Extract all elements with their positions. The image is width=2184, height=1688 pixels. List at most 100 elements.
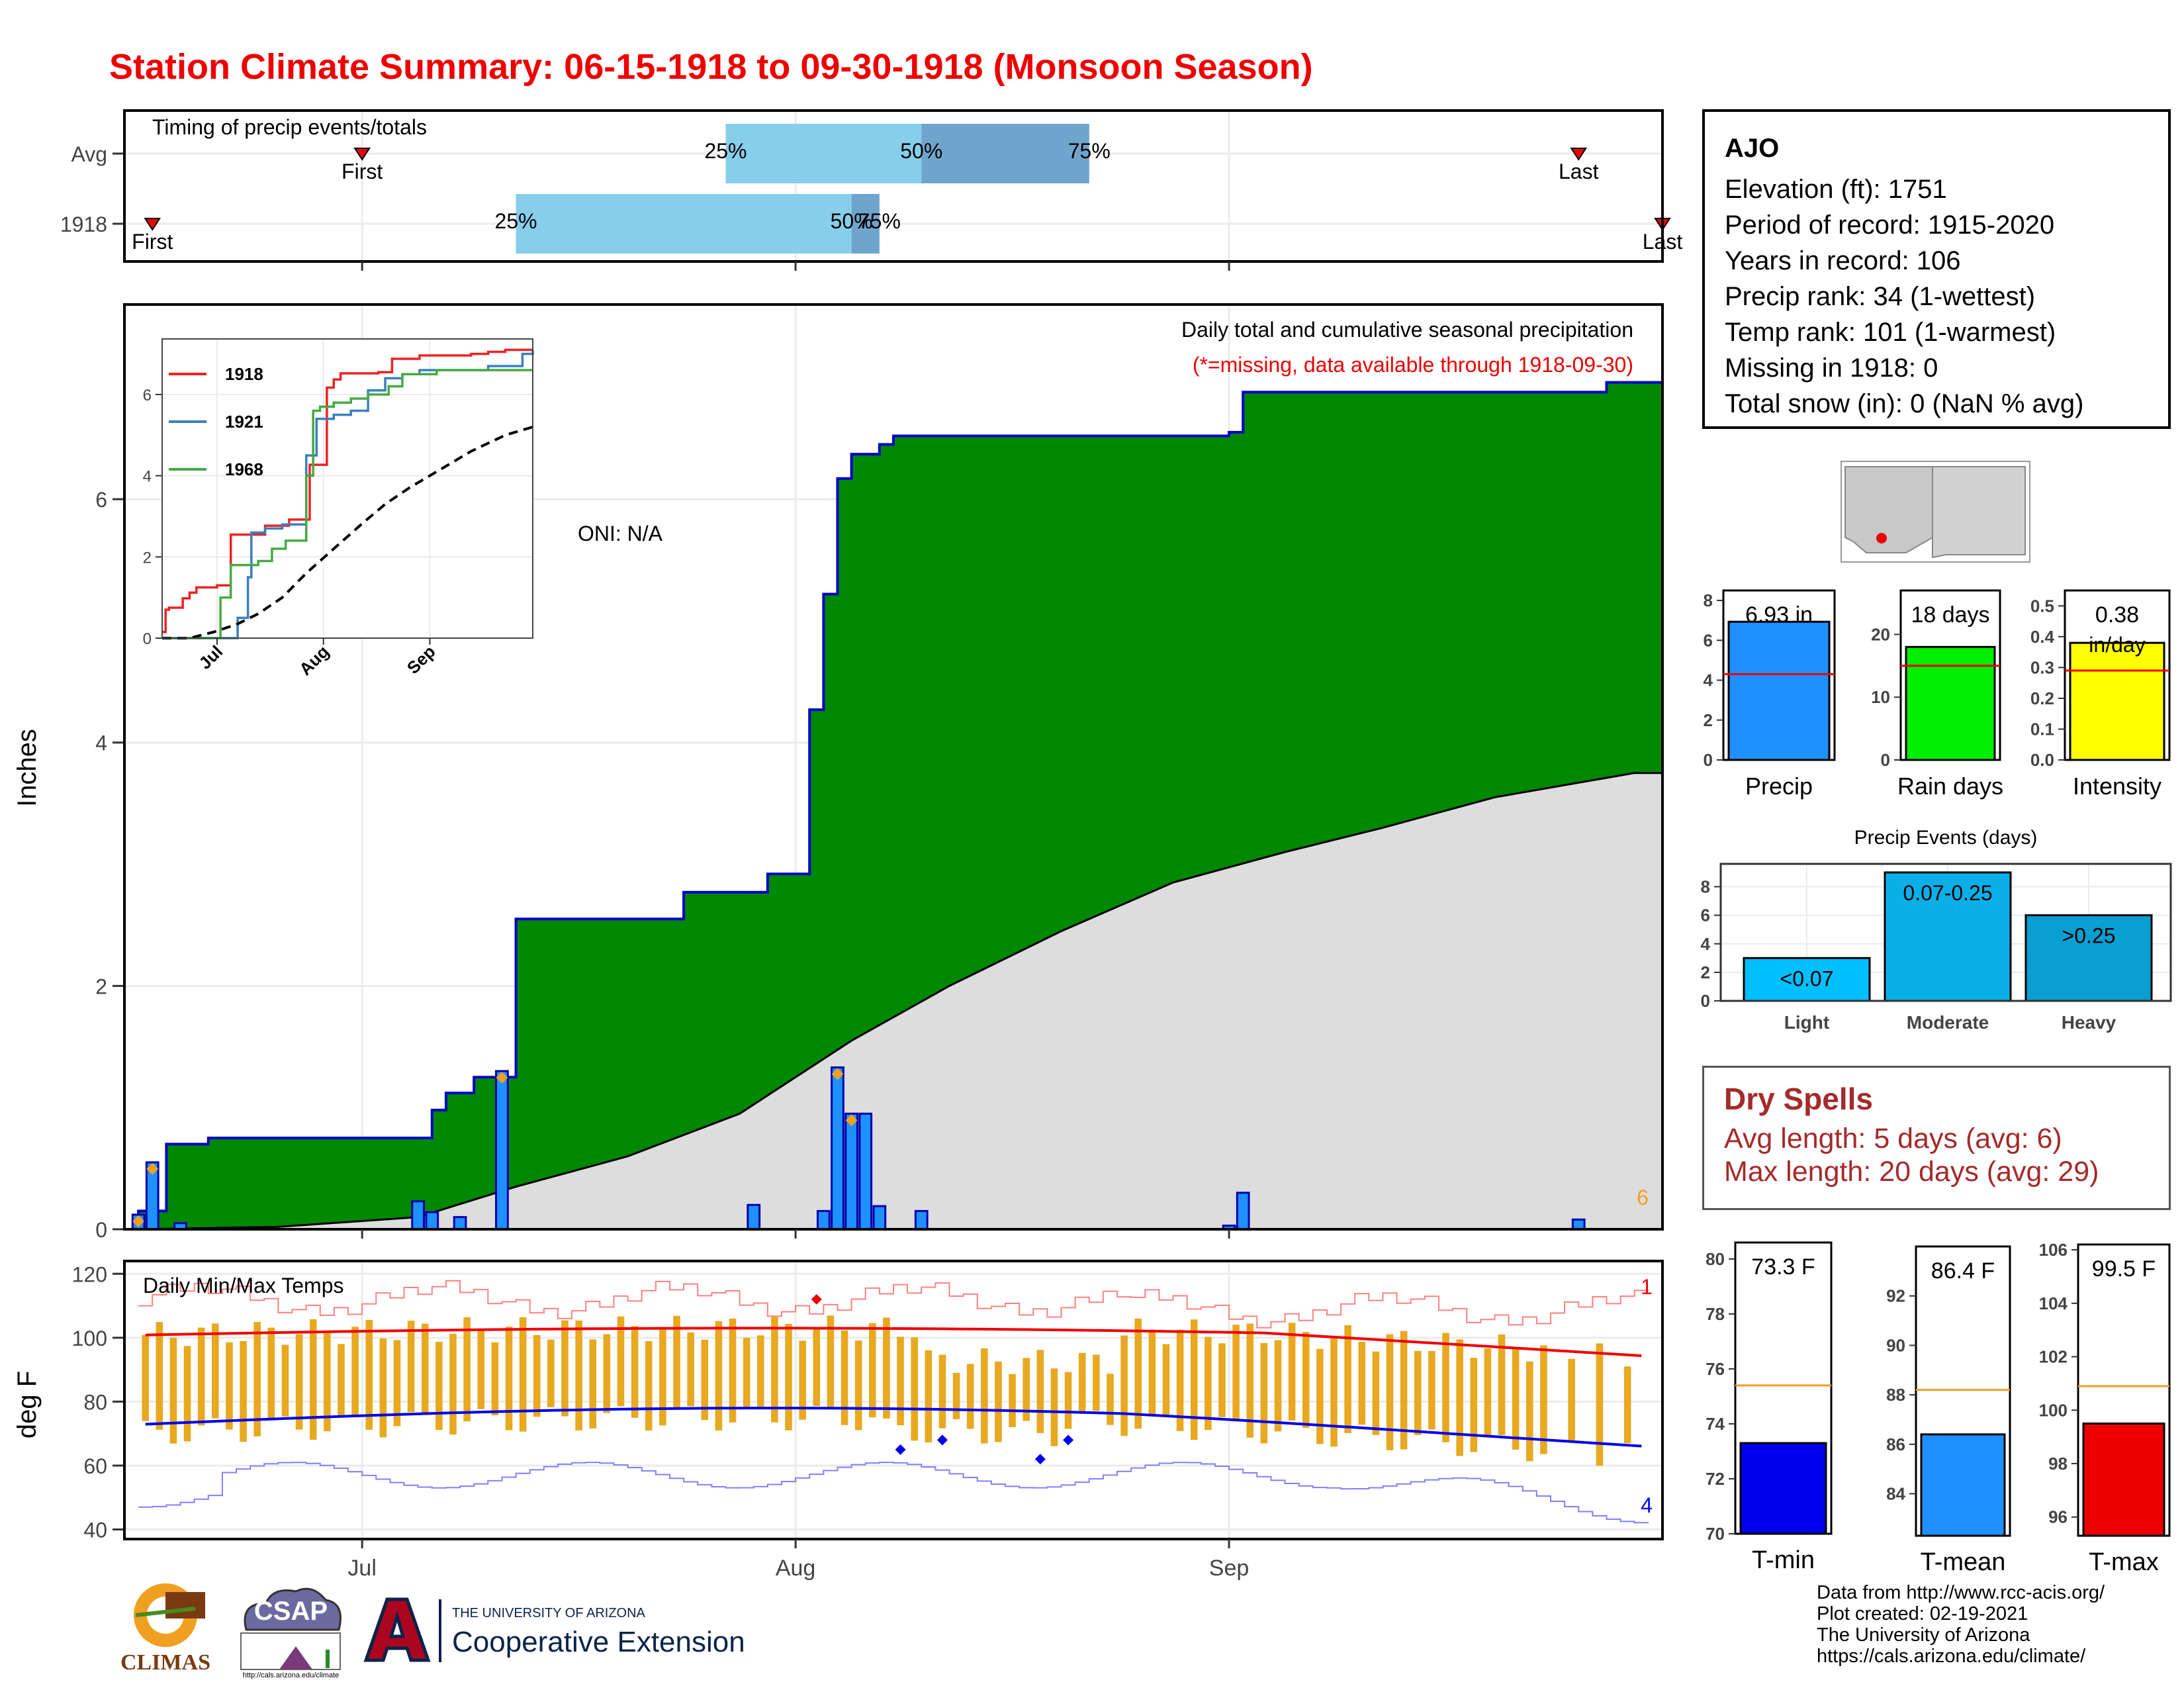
- daily-temp-bar: [365, 1319, 373, 1430]
- daily-temp-bar: [952, 1372, 960, 1419]
- precip-events-category-label: Light: [1784, 1012, 1829, 1033]
- temp-corner-bottom: 4: [1641, 1493, 1653, 1517]
- daily-temp-bar: [1205, 1336, 1212, 1430]
- ua-small-text: THE UNIVERSITY OF ARIZONA: [452, 1606, 645, 1620]
- summary-intensity-y-tick-label: 0.5: [2030, 596, 2054, 616]
- station-name: AJO: [1725, 134, 1780, 163]
- daily-temp-bar: [701, 1339, 709, 1421]
- summary-precip-category-label: Precip: [1745, 773, 1813, 800]
- precip-y-tick-label: 0: [95, 1218, 107, 1242]
- precip-events-bar-label: <0.07: [1780, 966, 1834, 990]
- precip-events-category-label: Heavy: [2062, 1012, 2116, 1033]
- page-title: Station Climate Summary: 06-15-1918 to 0…: [109, 47, 1313, 87]
- precip-events-y-tick-label: 8: [1701, 877, 1710, 897]
- temp-summary-max-y-tick-label: 100: [2039, 1400, 2068, 1420]
- timing-first-marker: [353, 148, 371, 161]
- station-temp-rank: Temp rank: 101 (1-warmest): [1725, 318, 2056, 347]
- inset-legend-label: 1921: [225, 412, 263, 432]
- daily-temp-bar: [393, 1340, 401, 1427]
- summary-intensity-y-tick-label: 0.1: [2030, 719, 2054, 739]
- daily-temp-bar: [212, 1323, 219, 1419]
- precip-events-y-tick-label: 6: [1701, 906, 1710, 925]
- daily-temp-bar: [281, 1344, 289, 1417]
- daily-temp-bar: [491, 1342, 499, 1416]
- daily-temp-bar: [477, 1329, 485, 1409]
- daily-temp-bar: [1064, 1372, 1072, 1429]
- daily-precip-bar: [872, 1205, 887, 1231]
- summary-precip-y-tick-label: 8: [1704, 590, 1713, 610]
- x-axis-month-label: Sep: [1209, 1556, 1250, 1581]
- summary-intensity-y-tick-label: 0.4: [2030, 627, 2055, 647]
- daily-temp-bar: [1456, 1339, 1463, 1456]
- daily-temp-bar: [324, 1333, 331, 1432]
- daily-temp-bar: [729, 1318, 737, 1423]
- temp-record-marker: [811, 1293, 822, 1305]
- inset-y-tick-label: 2: [143, 549, 152, 567]
- daily-temp-bar: [197, 1327, 205, 1426]
- daily-precip-bar: [858, 1112, 873, 1231]
- summary-intensity-bar: [2069, 641, 2165, 761]
- daily-temp-bar: [1218, 1343, 1226, 1417]
- temp-summary-max-y-tick-label: 98: [2048, 1454, 2068, 1474]
- inset-y-tick-label: 4: [143, 468, 152, 486]
- daily-temp-bar: [156, 1322, 163, 1430]
- timing-row-label: Avg: [71, 142, 107, 166]
- record-max-temp-line: [138, 1280, 1649, 1329]
- daily-temp-bar: [142, 1335, 149, 1421]
- summary-intensity-y-tick-label: 0.2: [2030, 688, 2054, 708]
- daily-temp-bar: [687, 1332, 694, 1407]
- daily-temp-bar: [1596, 1343, 1604, 1466]
- dry-spells-max: Max length: 20 days (avg: 29): [1724, 1156, 2099, 1188]
- csap-logo-url: http://cals.arizona.edu/climate: [242, 1671, 340, 1679]
- daily-temp-bar: [1623, 1366, 1631, 1444]
- inset-bg: [162, 339, 533, 638]
- daily-temp-bar: [743, 1337, 751, 1408]
- daily-temp-bar: [1442, 1333, 1449, 1442]
- daily-temp-bar: [183, 1346, 191, 1442]
- precip-panel-title: Daily total and cumulative seasonal prec…: [1181, 318, 1633, 342]
- ua-divider: [439, 1599, 441, 1662]
- daily-precip-bar: [453, 1216, 467, 1231]
- daily-temp-bar: [1358, 1342, 1366, 1425]
- cumulative-1918-line: [137, 381, 1662, 1229]
- credit-line: https://cals.arizona.edu/climate/: [1817, 1646, 2086, 1667]
- temp-y-tick-label: 100: [72, 1327, 107, 1350]
- timing-q25-label: 25%: [495, 209, 537, 233]
- csap-logo: CSAP http://cals.arizona.edu/climate: [233, 1583, 349, 1683]
- daily-precip-bar: [411, 1200, 426, 1231]
- precip-panel-border: [123, 303, 1664, 1231]
- daily-temp-bar: [1274, 1340, 1282, 1432]
- station-location-marker: [1876, 533, 1887, 543]
- daily-precip-bar: [1236, 1192, 1250, 1231]
- temp-summary-mean-y-tick-label: 90: [1886, 1335, 1905, 1355]
- summary-precip-bar: [1727, 620, 1831, 761]
- temp-y-axis-label: deg F: [13, 1371, 42, 1438]
- daily-precip-bar: [816, 1209, 831, 1231]
- credits: Data from http://www.rcc-acis.org/ Plot …: [1817, 1582, 2105, 1667]
- daily-temp-bar: [827, 1315, 835, 1410]
- precip-events-y-tick-label: 2: [1701, 962, 1710, 982]
- average-min-temp-line: [145, 1407, 1642, 1448]
- temp-panel-border: [123, 1260, 1664, 1540]
- temp-summary-min-category-label: T-min: [1752, 1546, 1815, 1574]
- cumulative-average-line: [138, 772, 1662, 1231]
- temp-summary-max-value-label: 99.5 F: [2092, 1256, 2156, 1282]
- daily-temp-bar: [1526, 1361, 1533, 1462]
- daily-temp-bar: [463, 1317, 471, 1422]
- daily-temp-bar: [1162, 1344, 1170, 1416]
- daily-temp-bar: [169, 1337, 177, 1444]
- temp-record-marker: [1034, 1454, 1046, 1465]
- daily-temp-bar: [226, 1342, 233, 1430]
- daily-precip-marker: [845, 1114, 858, 1127]
- daily-temp-bar: [1386, 1334, 1394, 1450]
- temp-corner-top: 1: [1641, 1275, 1653, 1299]
- daily-temp-bar: [253, 1322, 261, 1436]
- climas-logo-graphic: [134, 1583, 205, 1647]
- daily-temp-bar: [1414, 1350, 1422, 1435]
- station-snow: Total snow (in): 0 (NaN % avg): [1725, 389, 2084, 418]
- daily-temp-bar: [1023, 1358, 1030, 1421]
- daily-temp-bar: [995, 1361, 1002, 1442]
- average-max-temp-line: [145, 1327, 1642, 1358]
- temp-summary-mean-value-label: 86.4 F: [1931, 1258, 1995, 1284]
- summary-intensity-category-label: Intensity: [2073, 773, 2161, 800]
